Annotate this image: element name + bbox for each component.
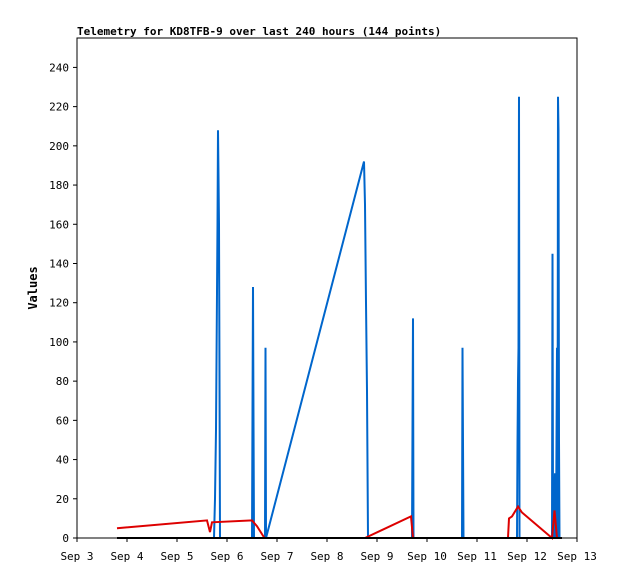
- y-tick-label: 140: [49, 257, 69, 270]
- y-tick-label: 220: [49, 101, 69, 114]
- x-tick-label: Sep 12: [507, 550, 547, 563]
- x-tick-label: Sep 6: [210, 550, 243, 563]
- y-tick-label: 40: [56, 454, 69, 467]
- y-tick-label: 20: [56, 493, 69, 506]
- plot-frame: [76, 37, 578, 539]
- x-tick-label: Sep 5: [160, 550, 193, 563]
- x-tick-label: Sep 10: [407, 550, 447, 563]
- x-axis-ticks: Sep 3 Sep 4 Sep 5 Sep 6 Sep 7 Sep 8 Sep 9 Sep 1…: [60, 538, 597, 563]
- x-tick-label: Sep 9: [360, 550, 393, 563]
- y-tick-label: 100: [49, 336, 69, 349]
- x-tick-label: Sep 11: [457, 550, 497, 563]
- y-tick-label: 240: [49, 61, 69, 74]
- series-lines: [116, 96, 562, 541]
- x-tick-label: Sep 4: [110, 550, 143, 563]
- y-tick-label: 0: [62, 532, 69, 545]
- y-axis-label: Values: [26, 266, 40, 309]
- x-tick-label: Sep 3: [60, 550, 93, 563]
- y-tick-label: 200: [49, 140, 69, 153]
- y-tick-label: 180: [49, 179, 69, 192]
- y-tick-label: 120: [49, 297, 69, 310]
- y-axis-ticks: 0 20 40 60 80 100 120 140 160 180 200 220 240: [49, 61, 77, 545]
- y-tick-label: 160: [49, 218, 69, 231]
- chart-title: Telemetry for KD8TFB-9 over last 240 hou…: [77, 25, 441, 38]
- x-tick-label: Sep 7: [260, 550, 293, 563]
- series-line-1: [116, 504, 558, 541]
- y-tick-label: 60: [56, 414, 69, 427]
- y-tick-label: 80: [56, 375, 69, 388]
- x-tick-label: Sep 8: [310, 550, 343, 563]
- x-tick-label: Sep 13: [557, 550, 597, 563]
